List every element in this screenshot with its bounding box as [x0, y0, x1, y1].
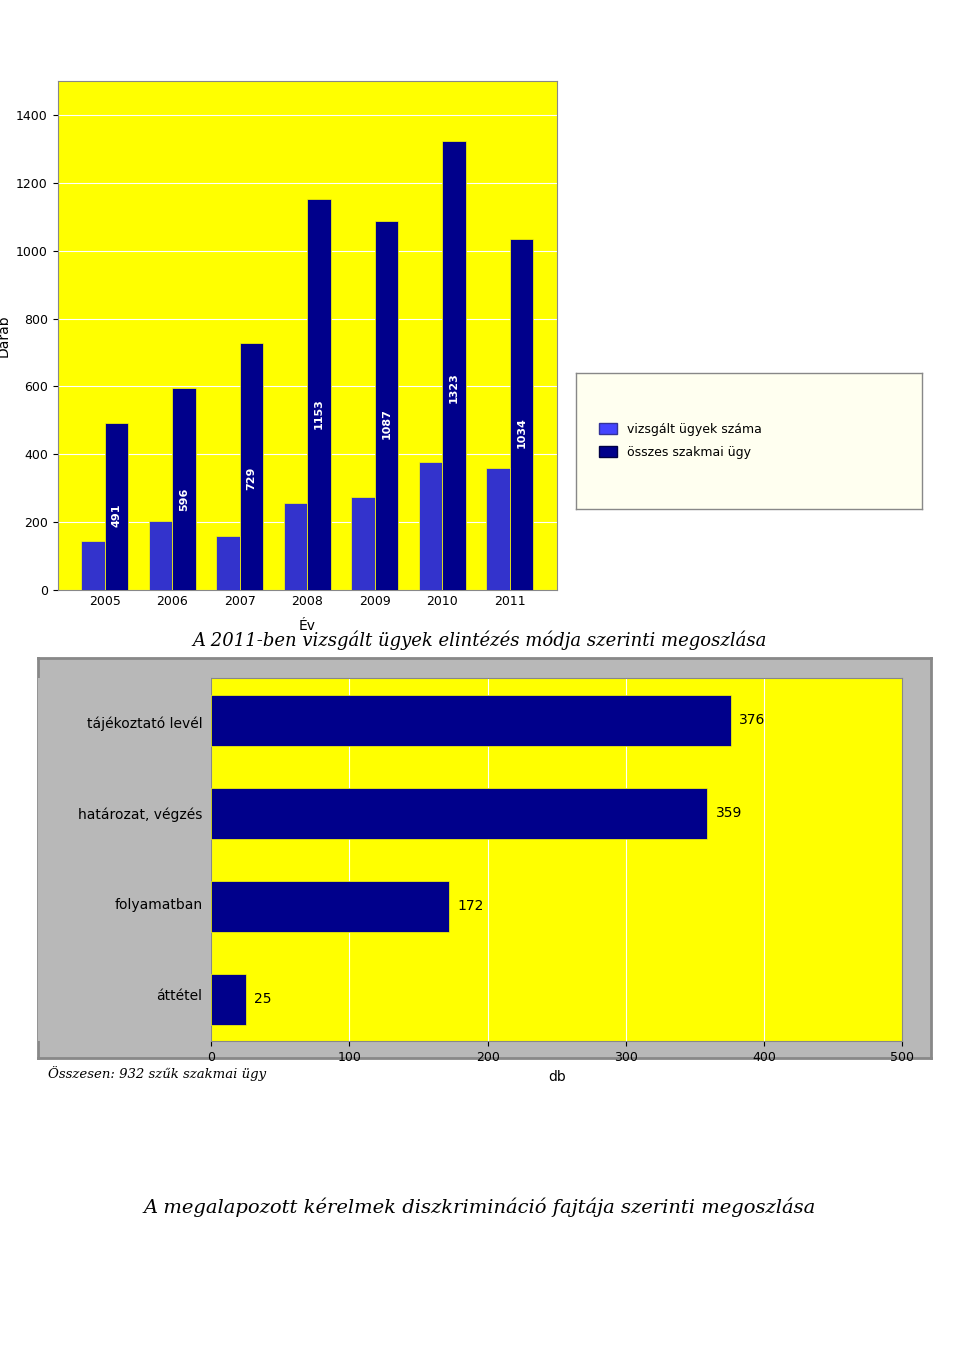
Text: 1323: 1323 [449, 373, 459, 404]
Bar [240, 343, 263, 590]
Y-axis label: Darab: Darab [0, 315, 11, 357]
Text: A megalapozott kérelmek diszkrimináció fajtája szerinti megoszlása: A megalapozott kérelmek diszkrimináció f… [144, 1197, 816, 1216]
Text: Összesen: 932 szűk szakmai ügy: Összesen: 932 szűk szakmai ügy [48, 1066, 266, 1082]
Text: 159: 159 [223, 555, 233, 578]
Bar [82, 541, 105, 590]
Bar [419, 462, 443, 590]
Text: 172: 172 [457, 899, 484, 913]
Text: folyamatban: folyamatban [114, 898, 203, 913]
X-axis label: Év: Év [299, 618, 316, 633]
Bar [443, 141, 466, 590]
Bar [351, 498, 374, 590]
Text: 377: 377 [425, 521, 435, 544]
Text: 1153: 1153 [314, 399, 324, 430]
Bar [374, 221, 398, 590]
Bar [105, 423, 129, 590]
Text: 729: 729 [247, 466, 256, 491]
Bar [149, 522, 172, 590]
Bar [172, 388, 196, 590]
X-axis label: db: db [548, 1070, 565, 1083]
Bar [211, 694, 731, 746]
Text: 376: 376 [739, 713, 766, 727]
Text: áttétel: áttétel [156, 989, 203, 1003]
Legend: vizsgált ügyek száma, összes szakmai ügy: vizsgált ügyek száma, összes szakmai ügy [589, 412, 772, 469]
Bar [486, 468, 510, 590]
Text: tájékoztató levél: tájékoztató levél [87, 716, 203, 731]
Text: 359: 359 [716, 807, 742, 820]
Bar [216, 536, 240, 590]
Text: 273: 273 [358, 537, 368, 560]
Text: 256: 256 [290, 540, 300, 563]
Text: 491: 491 [111, 503, 122, 526]
Bar [211, 880, 449, 932]
Text: 1087: 1087 [381, 408, 392, 439]
Bar [283, 503, 307, 590]
Text: 596: 596 [180, 487, 189, 511]
Text: 359: 359 [492, 523, 503, 546]
Text: 1034: 1034 [516, 416, 526, 447]
Text: A 2011-ben vizsgált ügyek elintézés módja szerinti megoszlása: A 2011-ben vizsgált ügyek elintézés módj… [193, 631, 767, 650]
Text: határozat, végzés: határozat, végzés [78, 807, 203, 822]
Text: 144: 144 [88, 556, 98, 579]
Text: 202: 202 [156, 548, 165, 571]
Bar [510, 240, 533, 590]
Bar [211, 974, 246, 1025]
Text: 25: 25 [254, 993, 272, 1006]
Bar [307, 199, 331, 590]
Bar [211, 788, 708, 839]
